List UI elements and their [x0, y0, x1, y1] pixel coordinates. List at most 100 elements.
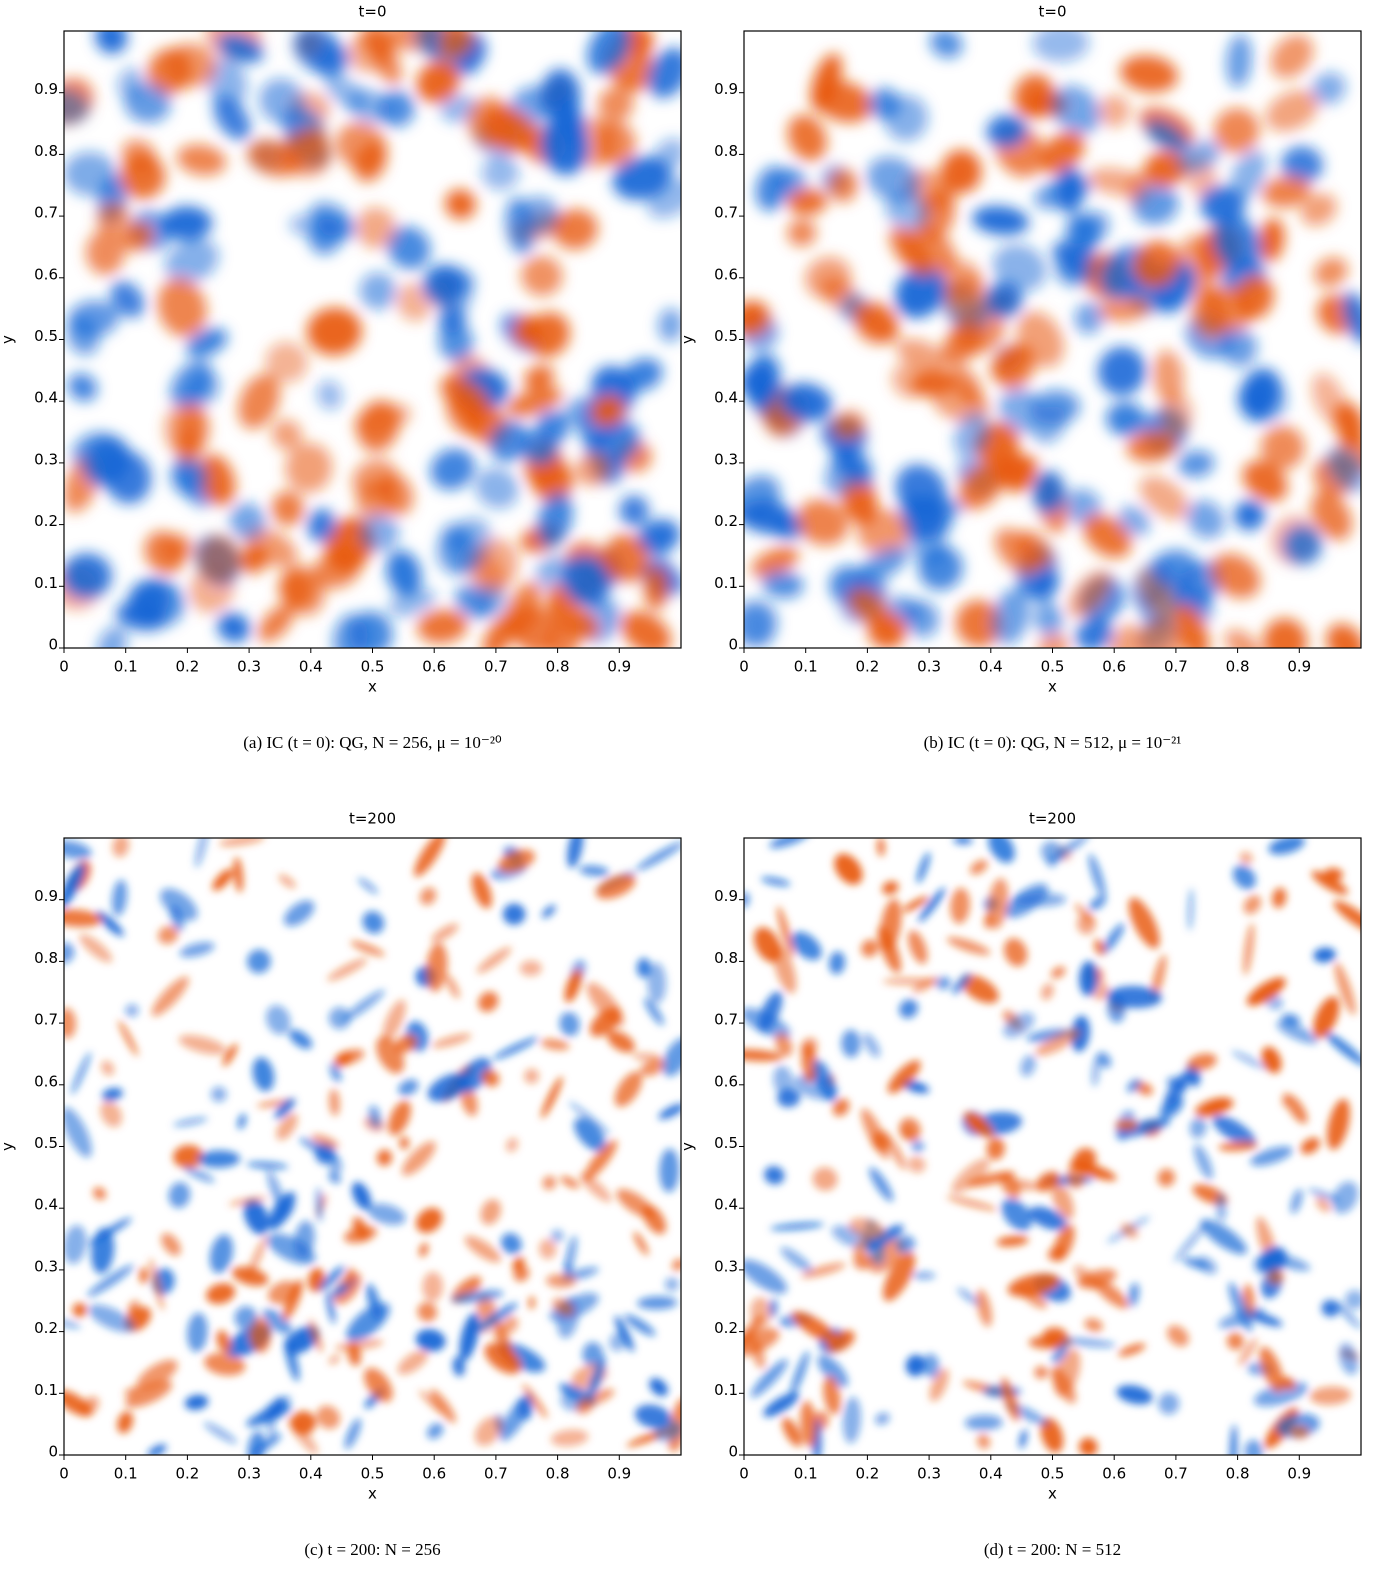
- vortex: [769, 838, 810, 849]
- vortex: [136, 1359, 178, 1390]
- vortex: [1107, 993, 1126, 1023]
- vortex: [940, 149, 982, 194]
- vortex: [832, 1098, 850, 1117]
- vortex: [568, 1101, 611, 1136]
- vortex: [1050, 966, 1066, 979]
- vortex: [399, 1136, 410, 1150]
- field: [744, 838, 1361, 1455]
- vortex: [354, 142, 387, 182]
- vortex: [252, 1057, 275, 1092]
- vortex: [842, 1396, 862, 1444]
- vortex: [1333, 900, 1361, 934]
- vortex: [368, 1105, 382, 1129]
- vortex: [414, 838, 446, 877]
- y-tick-label: 0.7: [714, 204, 738, 222]
- vortex: [540, 1038, 570, 1051]
- vortex: [1016, 311, 1064, 368]
- vortex: [326, 1290, 336, 1325]
- x-tick-label: 0.7: [1164, 658, 1188, 676]
- vortex: [1068, 570, 1112, 618]
- vortex: [908, 930, 928, 965]
- vortex: [316, 1187, 323, 1223]
- field: [64, 31, 681, 648]
- vortex: [517, 1396, 533, 1421]
- vortex: [996, 1235, 1029, 1247]
- vortex: [876, 838, 885, 857]
- vortex: [1331, 1181, 1359, 1214]
- vortex: [614, 1071, 643, 1107]
- vortex: [438, 31, 475, 59]
- x-tick-label: 0.6: [1102, 1465, 1126, 1483]
- vortex: [1051, 1182, 1074, 1220]
- vortex: [1186, 500, 1226, 539]
- vortex: [884, 95, 928, 142]
- vortex: [183, 1166, 215, 1183]
- x-tick-label: 0.4: [979, 658, 1003, 676]
- vortex: [1055, 256, 1093, 287]
- vortex: [471, 872, 492, 909]
- vortex: [64, 1107, 92, 1158]
- vortex: [1089, 895, 1107, 911]
- vortex: [1344, 1290, 1361, 1310]
- vortex: [276, 1113, 298, 1141]
- vortex: [991, 588, 1031, 645]
- vortex: [267, 1402, 275, 1443]
- vortex: [344, 1418, 362, 1450]
- vortex: [1230, 1424, 1237, 1455]
- vortex: [367, 1203, 406, 1226]
- vortex: [278, 874, 296, 889]
- vortex: [1271, 887, 1287, 909]
- vortex: [504, 581, 542, 638]
- vortex: [907, 1156, 926, 1173]
- vortex: [902, 495, 963, 520]
- vortex: [318, 1265, 345, 1291]
- x-tick-label: 0: [59, 1465, 69, 1483]
- vortex: [1200, 186, 1246, 225]
- y-tick-label: 0.6: [714, 265, 738, 283]
- y-tick-label: 0.1: [714, 574, 738, 592]
- vortex: [964, 1414, 1003, 1431]
- vortex: [417, 609, 468, 644]
- vortex: [1074, 301, 1105, 334]
- vortex: [1285, 1094, 1308, 1124]
- vortex: [744, 475, 781, 526]
- vortex: [376, 1149, 393, 1166]
- vortex: [478, 991, 499, 1012]
- vortex: [240, 545, 268, 574]
- y-tick-label: 0.6: [34, 1072, 58, 1090]
- vortex: [1189, 1116, 1207, 1139]
- vortex: [1311, 870, 1348, 895]
- vortex: [100, 1100, 122, 1128]
- vortex: [813, 1059, 837, 1102]
- vortex: [1187, 1053, 1217, 1071]
- vortex: [792, 1311, 838, 1344]
- vortex: [1191, 287, 1230, 339]
- vortex: [1086, 167, 1146, 196]
- vortex: [198, 454, 236, 506]
- vortex: [328, 1088, 340, 1117]
- vortex: [750, 1359, 788, 1398]
- vortex: [946, 937, 991, 956]
- vortex: [935, 976, 951, 990]
- vortex: [1326, 623, 1361, 648]
- vortex: [398, 1079, 419, 1096]
- vortex: [210, 1086, 227, 1103]
- vortex: [604, 534, 650, 583]
- vortex: [616, 1189, 655, 1218]
- vortex: [382, 999, 406, 1042]
- vortex: [647, 47, 681, 98]
- vortex: [249, 1317, 271, 1353]
- x-tick-label: 0.9: [1287, 1465, 1311, 1483]
- vortex: [877, 926, 902, 974]
- vortex: [86, 229, 125, 276]
- vortex: [1037, 633, 1070, 648]
- vortex: [127, 1300, 139, 1315]
- vortex: [334, 1051, 353, 1067]
- vortex: [157, 278, 207, 338]
- vortex: [524, 1068, 539, 1084]
- y-tick-label: 0.9: [34, 887, 58, 905]
- vortex: [362, 911, 385, 934]
- vortex: [1083, 514, 1132, 558]
- vortex: [1282, 1092, 1290, 1108]
- vortex: [636, 958, 651, 978]
